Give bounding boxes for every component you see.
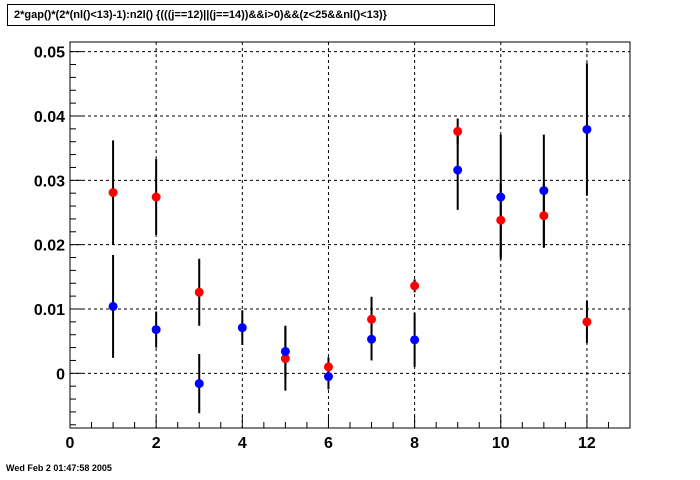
data-point: [323, 372, 333, 382]
y-tick-label: 0.05: [34, 45, 65, 62]
chart-title: 2*gap()*(2*(nl()<13)-1):n2l() {(((j==12)…: [7, 4, 495, 26]
x-tick-label: 4: [238, 435, 247, 452]
data-point: [410, 281, 420, 291]
data-point: [582, 124, 592, 134]
data-point: [539, 186, 549, 196]
x-tick-label: 6: [324, 435, 333, 452]
data-point: [367, 334, 377, 344]
data-point: [582, 317, 592, 327]
x-tick-label: 12: [578, 435, 596, 452]
y-tick-label: 0.04: [34, 109, 65, 126]
data-point: [151, 192, 161, 202]
data-point: [194, 379, 204, 389]
data-point: [194, 287, 204, 297]
x-tick-label: 8: [410, 435, 419, 452]
data-point: [237, 323, 247, 333]
data-point: [496, 192, 506, 202]
data-point: [108, 301, 118, 311]
data-point: [280, 346, 290, 356]
data-point: [108, 188, 118, 198]
data-point: [496, 215, 506, 225]
x-tick-label: 10: [492, 435, 510, 452]
data-point: [367, 314, 377, 324]
plot-frame: [69, 41, 631, 429]
data-point: [151, 325, 161, 335]
y-tick-label: 0.03: [34, 173, 65, 190]
x-tick-label: 2: [152, 435, 161, 452]
data-point: [453, 126, 463, 136]
y-tick-label: 0.01: [34, 302, 65, 319]
x-tick-label: 0: [66, 435, 75, 452]
timestamp: Wed Feb 2 01:47:58 2005: [6, 463, 112, 473]
data-point: [539, 211, 549, 221]
y-tick-label: 0: [56, 366, 65, 383]
data-point: [323, 362, 333, 372]
y-tick-label: 0.02: [34, 238, 65, 255]
data-point: [410, 335, 420, 345]
data-point: [453, 165, 463, 175]
